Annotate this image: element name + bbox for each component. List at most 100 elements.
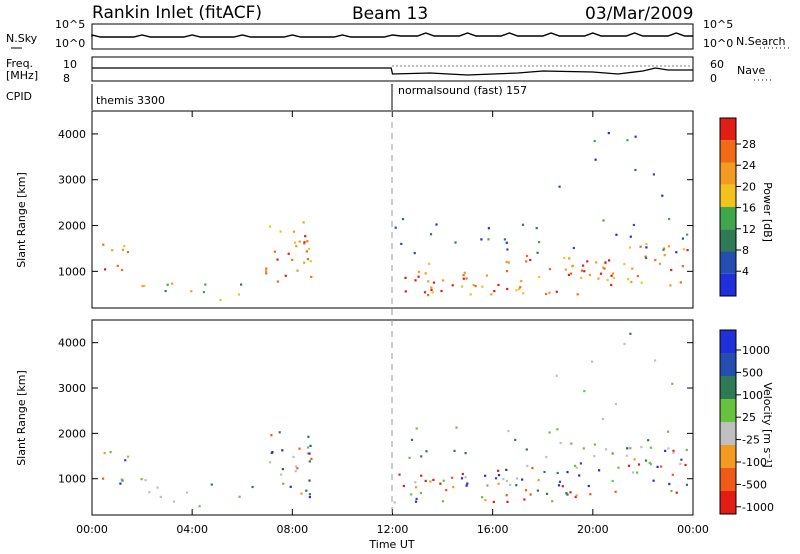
heatmap-cell [524,489,528,492]
heatmap-cell [465,484,468,487]
colorbar-tick-label: -1000 [742,501,774,514]
heatmap-cell [505,270,509,273]
colorbar-segment [720,491,736,514]
heatmap-cell [558,480,562,483]
heatmap-cell [141,285,144,288]
nsky-series [91,32,693,38]
heatmap-cell [102,243,105,246]
heatmap-cell [490,293,493,296]
heatmap-cell [555,374,558,377]
heatmap-cell [525,448,528,451]
mhz-label: [MHz] [6,69,38,82]
heatmap-cell [309,260,312,263]
heatmap-cell [486,484,489,487]
heatmap-cell [287,252,290,255]
heatmap-cell [269,461,272,464]
heatmap-cell [625,454,628,457]
colorbar-tick-label: 20 [742,180,756,193]
heatmap-cell [487,238,490,241]
heatmap-cell [281,468,284,471]
heatmap-cell [462,274,465,277]
heatmap-cell [579,462,582,465]
heatmap-cell [430,286,433,289]
heatmap-cell [298,240,301,243]
heatmap-cell [672,449,675,452]
heatmap-cell [103,452,106,455]
heatmap-cell [649,446,652,449]
freq-left-tick-1: 10 [63,58,77,71]
heatmap-cell [469,293,472,296]
velocity-y-label: Slant Range [km] [15,370,28,466]
heatmap-cell [198,505,201,508]
heatmap-cell [627,278,630,281]
heatmap-cell [104,268,107,271]
top-panel: N.Sky N.Search 10^5 10^0 10^5 10^0 [6,18,790,50]
heatmap-cell [652,479,655,482]
heatmap-cell [454,241,457,244]
heatmap-cell [543,470,546,474]
heatmap-cell [441,500,444,503]
heatmap-cell [506,287,509,291]
heatmap-cell [431,291,434,294]
heatmap-cell [307,446,310,449]
heatmap-cell [658,262,662,265]
heatmap-cell [558,185,561,188]
heatmap-cell [506,500,509,503]
heatmap-cell [576,293,579,296]
heatmap-cell [556,471,559,475]
heatmap-cell [685,448,688,451]
heatmap-cell [656,465,659,468]
heatmap-cell [593,140,596,143]
heatmap-cell [599,272,603,275]
y-tick-label: 4000 [58,128,86,141]
heatmap-cell [398,473,401,476]
power-y-ticks: 1000 2000 3000 4000 [58,128,693,278]
heatmap-cell [494,477,498,480]
heatmap-cell [429,233,433,236]
heatmap-cell [428,262,431,265]
heatmap-cell [672,451,675,454]
heatmap-cell [538,241,541,244]
y-tick-label: 4000 [58,337,86,350]
heatmap-cell [611,452,614,455]
velocity-heatmap [102,332,688,508]
heatmap-cell [393,501,396,504]
heatmap-cell [116,264,119,267]
y-tick-label: 3000 [58,174,86,187]
heatmap-cell [608,259,611,262]
heatmap-cell [686,233,689,236]
power-colorbar: 28 24 20 16 12 8 4 Power [dB] [719,117,774,297]
heatmap-cell [410,493,413,496]
heatmap-cell [465,277,468,280]
heatmap-cell [424,479,427,482]
heatmap-cell [602,219,605,222]
heatmap-cell [629,332,632,335]
heatmap-cell [607,132,610,135]
top-left-tick-1: 10^5 [55,18,85,31]
heatmap-cell [109,451,112,454]
heatmap-cell [506,248,509,251]
heatmap-cell [464,452,467,455]
power-panel: Slant Range [km] 1000 2000 3000 4000 [15,110,694,309]
colorbar-tick-label: 24 [742,159,756,172]
heatmap-cell [143,284,146,287]
power-y-label: Slant Range [km] [15,172,28,268]
heatmap-cell [667,430,670,433]
colorbar-segment [720,330,736,353]
colorbar-tick-label: -500 [742,478,767,491]
heatmap-cell [466,482,469,485]
heatmap-cell [548,431,551,434]
heatmap-cell [602,266,605,269]
heatmap-cell [159,495,162,498]
heatmap-cell [148,491,151,494]
heatmap-cell [661,194,664,197]
colorbar-segment [720,422,736,445]
heatmap-cell [497,469,500,472]
heatmap-cell [497,474,501,477]
heatmap-cell [505,468,508,471]
heatmap-cell [626,447,629,450]
cpid-2-label: normalsound (fast) 157 [398,84,527,97]
heatmap-cell [298,447,301,450]
heatmap-cell [453,449,456,452]
heatmap-cell [304,235,307,238]
